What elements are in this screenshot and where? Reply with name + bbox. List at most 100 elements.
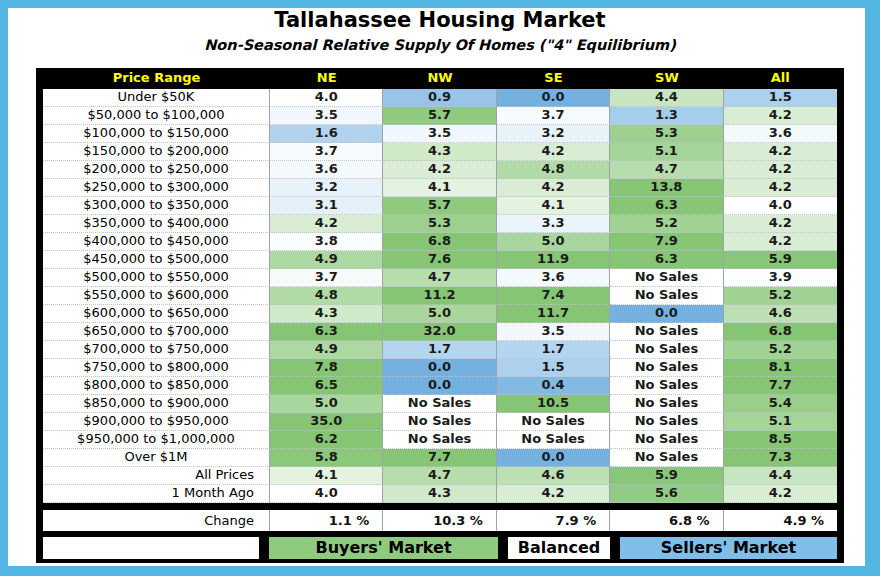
supply-value-cell: 4.2 — [724, 233, 837, 251]
supply-value-cell: 11.2 — [383, 287, 496, 305]
supply-value-cell: 4.3 — [270, 305, 383, 323]
supply-value-cell: 3.2 — [270, 179, 383, 197]
supply-value-cell: 4.1 — [270, 467, 383, 485]
legend-blank-cell — [43, 537, 259, 559]
page: Tallahassee Housing Market Non-Seasonal … — [0, 0, 880, 576]
price-range-label: $400,000 to $450,000 — [43, 233, 270, 251]
change-label: Change — [43, 510, 270, 531]
supply-value-cell: 0.4 — [497, 377, 610, 395]
price-range-label: $500,000 to $550,000 — [43, 269, 270, 287]
supply-value-cell: No Sales — [610, 377, 723, 395]
supply-value-cell: 5.4 — [724, 395, 837, 413]
supply-value-cell: 4.2 — [270, 215, 383, 233]
supply-value-cell: 3.5 — [383, 125, 496, 143]
supply-value-cell: No Sales — [610, 269, 723, 287]
supply-value-cell: 6.3 — [270, 323, 383, 341]
column-header-price-range: Price Range — [43, 68, 270, 89]
column-header-se: SE — [497, 68, 610, 89]
supply-value-cell: 3.5 — [497, 323, 610, 341]
supply-value-cell: 7.7 — [724, 377, 837, 395]
supply-value-cell: 5.8 — [270, 449, 383, 467]
supply-value-cell: No Sales — [610, 449, 723, 467]
supply-value-cell: 6.2 — [270, 431, 383, 449]
supply-value-cell: No Sales — [497, 431, 610, 449]
price-range-label: $50,000 to $100,000 — [43, 107, 270, 125]
supply-value-cell: 4.7 — [610, 161, 723, 179]
supply-value-cell: No Sales — [383, 431, 496, 449]
supply-value-cell: No Sales — [383, 395, 496, 413]
supply-value-cell: 4.1 — [383, 179, 496, 197]
price-range-label: $550,000 to $600,000 — [43, 287, 270, 305]
supply-value-cell: 4.2 — [724, 143, 837, 161]
supply-value-cell: 7.6 — [383, 251, 496, 269]
price-range-label: $350,000 to $400,000 — [43, 215, 270, 233]
supply-value-cell: 3.1 — [270, 197, 383, 215]
supply-value-cell: No Sales — [610, 431, 723, 449]
supply-value-cell: 4.2 — [497, 485, 610, 503]
table-row: $800,000 to $850,0006.50.00.4No Sales7.7 — [43, 377, 837, 395]
supply-value-cell: 5.0 — [383, 305, 496, 323]
supply-value-cell: 4.7 — [383, 269, 496, 287]
supply-value-cell: No Sales — [610, 395, 723, 413]
supply-value-cell: 4.9 — [270, 251, 383, 269]
column-header-all: All — [724, 68, 837, 89]
supply-value-cell: 3.7 — [497, 107, 610, 125]
table-row: $150,000 to $200,0003.74.34.25.14.2 — [43, 143, 837, 161]
column-header-ne: NE — [270, 68, 383, 89]
supply-value-cell: 5.2 — [724, 341, 837, 359]
page-subtitle: Non-Seasonal Relative Supply Of Homes ("… — [0, 37, 880, 53]
change-value-cell: 4.9 % — [724, 510, 837, 531]
table-row: $900,000 to $950,00035.0No SalesNo Sales… — [43, 413, 837, 431]
supply-value-cell: 10.5 — [497, 395, 610, 413]
price-range-label: $700,000 to $750,000 — [43, 341, 270, 359]
supply-value-cell: 8.1 — [724, 359, 837, 377]
supply-value-cell: 7.4 — [497, 287, 610, 305]
legend-item-buyers-market: Buyers' Market — [269, 537, 498, 559]
supply-value-cell: 3.6 — [497, 269, 610, 287]
supply-value-cell: 1.6 — [270, 125, 383, 143]
supply-value-cell: 4.2 — [497, 143, 610, 161]
price-range-label: $250,000 to $300,000 — [43, 179, 270, 197]
supply-value-cell: 3.5 — [270, 107, 383, 125]
price-range-label: $100,000 to $150,000 — [43, 125, 270, 143]
table-row: $300,000 to $350,0003.15.74.16.34.0 — [43, 197, 837, 215]
supply-value-cell: No Sales — [610, 359, 723, 377]
supply-value-cell: 4.0 — [724, 197, 837, 215]
supply-value-cell: 8.5 — [724, 431, 837, 449]
supply-value-cell: 5.3 — [383, 215, 496, 233]
change-value-cell: 1.1 % — [270, 510, 383, 531]
supply-value-cell: 1.5 — [497, 359, 610, 377]
supply-value-cell: 4.0 — [270, 89, 383, 107]
table-row: 1 Month Ago4.04.34.25.64.2 — [43, 485, 837, 503]
supply-value-cell: 35.0 — [270, 413, 383, 431]
housing-supply-table: Price RangeNENWSESWAll Under $50K4.00.90… — [36, 68, 844, 563]
supply-value-cell: 32.0 — [383, 323, 496, 341]
supply-value-cell: 4.7 — [383, 467, 496, 485]
supply-value-cell: No Sales — [383, 413, 496, 431]
supply-value-cell: 3.2 — [497, 125, 610, 143]
supply-value-cell: 4.2 — [724, 179, 837, 197]
supply-value-cell: 3.3 — [497, 215, 610, 233]
supply-value-cell: 5.7 — [383, 107, 496, 125]
table-row: $50,000 to $100,0003.55.73.71.34.2 — [43, 107, 837, 125]
supply-value-cell: 4.6 — [724, 305, 837, 323]
supply-value-cell: No Sales — [610, 341, 723, 359]
supply-value-cell: 4.2 — [724, 215, 837, 233]
price-range-label: $600,000 to $650,000 — [43, 305, 270, 323]
table-row: $350,000 to $400,0004.25.33.35.24.2 — [43, 215, 837, 233]
supply-value-cell: 4.8 — [270, 287, 383, 305]
supply-value-cell: 11.7 — [497, 305, 610, 323]
column-header-sw: SW — [610, 68, 723, 89]
table-row: $700,000 to $750,0004.91.71.7No Sales5.2 — [43, 341, 837, 359]
supply-value-cell: 4.0 — [270, 485, 383, 503]
supply-value-cell: 3.6 — [270, 161, 383, 179]
price-range-label: $950,000 to $1,000,000 — [43, 431, 270, 449]
price-range-label: 1 Month Ago — [43, 485, 270, 503]
separator-band-1 — [43, 503, 837, 510]
supply-value-cell: 7.9 — [610, 233, 723, 251]
supply-value-cell: 7.3 — [724, 449, 837, 467]
change-value-cell: 6.8 % — [610, 510, 723, 531]
supply-value-cell: 1.7 — [497, 341, 610, 359]
table-row: $650,000 to $700,0006.332.03.5No Sales6.… — [43, 323, 837, 341]
change-value-cell: 10.3 % — [383, 510, 496, 531]
